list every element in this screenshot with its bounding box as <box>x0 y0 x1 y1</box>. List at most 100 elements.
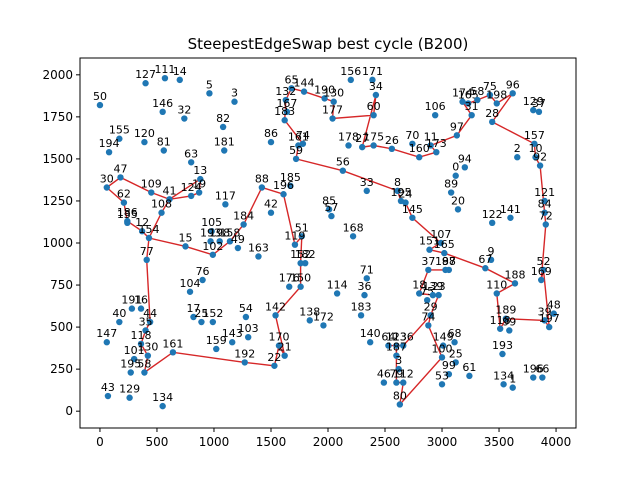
node-point <box>275 342 283 349</box>
node-label: 129 <box>119 383 140 396</box>
node-point <box>493 290 500 297</box>
node-label: 177 <box>322 104 343 117</box>
node-point <box>507 214 514 221</box>
node-label: 43 <box>101 381 115 394</box>
node-label: 171 <box>362 65 383 78</box>
node-point <box>213 345 220 353</box>
node-label: 183 <box>351 300 372 313</box>
y-tick-label: 2000 <box>42 68 73 82</box>
node-label: 138 <box>299 305 320 318</box>
node-label: 120 <box>134 127 155 140</box>
node-label: 71 <box>360 263 374 276</box>
node-point <box>287 182 294 190</box>
node-label: 119 <box>284 230 305 243</box>
node-point <box>160 147 168 154</box>
node-label: 94 <box>458 152 472 165</box>
node-label: 197 <box>539 312 560 325</box>
node-label: 111 <box>154 63 175 76</box>
node-point <box>425 322 432 329</box>
node-point <box>466 372 473 380</box>
node-label: 67 <box>478 253 492 266</box>
node-label: 152 <box>290 248 311 261</box>
node-label: 151 <box>419 235 440 248</box>
node-point <box>104 392 112 400</box>
node-point <box>190 313 197 321</box>
node-point <box>357 312 365 319</box>
node-label: 102 <box>202 240 223 253</box>
node-point <box>187 159 195 166</box>
node-label: 37 <box>532 97 546 110</box>
node-point <box>347 76 355 84</box>
node-point <box>321 95 328 102</box>
node-point <box>286 283 293 290</box>
node-label: 118 <box>131 329 152 342</box>
node-point <box>506 327 513 334</box>
node-label: 100 <box>432 342 453 355</box>
node-point <box>271 362 278 369</box>
node-label: 62 <box>117 188 131 201</box>
node-label: 24 <box>399 188 413 201</box>
node-label: 127 <box>135 68 156 81</box>
node-point <box>301 259 309 267</box>
node-point <box>427 142 434 149</box>
node-label: 0 <box>452 161 459 174</box>
node-point <box>267 209 275 216</box>
node-point <box>388 145 396 153</box>
node-label: 150 <box>290 272 311 285</box>
node-label: 8 <box>394 176 401 189</box>
node-point <box>431 111 439 119</box>
node-label: 174 <box>452 87 473 100</box>
node-point <box>295 142 302 149</box>
node-label: 196 <box>273 179 294 192</box>
node-label: 108 <box>151 198 172 211</box>
node-point <box>433 148 440 156</box>
node-label: 34 <box>369 80 383 93</box>
node-point <box>137 340 145 348</box>
node-point <box>542 221 549 228</box>
node-label: 49 <box>231 233 245 246</box>
node-label: 41 <box>163 184 177 197</box>
x-tick-label: 3000 <box>427 435 458 449</box>
node-label: 35 <box>139 315 153 328</box>
node-point <box>437 239 445 247</box>
node-point <box>447 189 455 196</box>
node-label: 170 <box>268 331 289 344</box>
node-point <box>291 241 299 248</box>
node-point <box>103 339 110 346</box>
node-point <box>158 209 165 216</box>
node-point <box>370 142 377 149</box>
node-label: 76 <box>196 265 210 278</box>
node-point <box>339 167 347 174</box>
node-point <box>333 290 341 297</box>
node-point <box>176 76 183 84</box>
node-point <box>242 313 250 321</box>
node-label: 146 <box>152 97 173 110</box>
node-label: 92 <box>533 151 547 164</box>
node-label: 189 <box>495 304 516 317</box>
node-label: 192 <box>234 347 255 360</box>
node-label: 185 <box>280 171 301 184</box>
node-label: 134 <box>493 369 514 382</box>
node-label: 104 <box>180 277 201 290</box>
node-point <box>280 191 287 198</box>
node-point <box>409 214 416 221</box>
node-point <box>465 100 472 107</box>
x-tick-label: 1000 <box>199 435 230 449</box>
node-point <box>221 147 228 154</box>
node-label: 66 <box>535 363 549 376</box>
node-label: 16 <box>134 294 148 307</box>
node-point <box>283 108 291 116</box>
node-point <box>145 234 153 242</box>
node-label: 26 <box>385 134 399 147</box>
node-label: 12 <box>135 216 149 229</box>
node-point <box>208 228 215 235</box>
node-point <box>438 381 446 388</box>
node-point <box>486 91 494 99</box>
node-label: 2 <box>514 142 521 155</box>
node-point <box>186 288 194 295</box>
node-label: 163 <box>248 241 269 254</box>
node-point <box>292 155 300 163</box>
node-point <box>267 138 275 146</box>
node-label: 20 <box>451 194 465 207</box>
node-label: 140 <box>360 327 381 340</box>
